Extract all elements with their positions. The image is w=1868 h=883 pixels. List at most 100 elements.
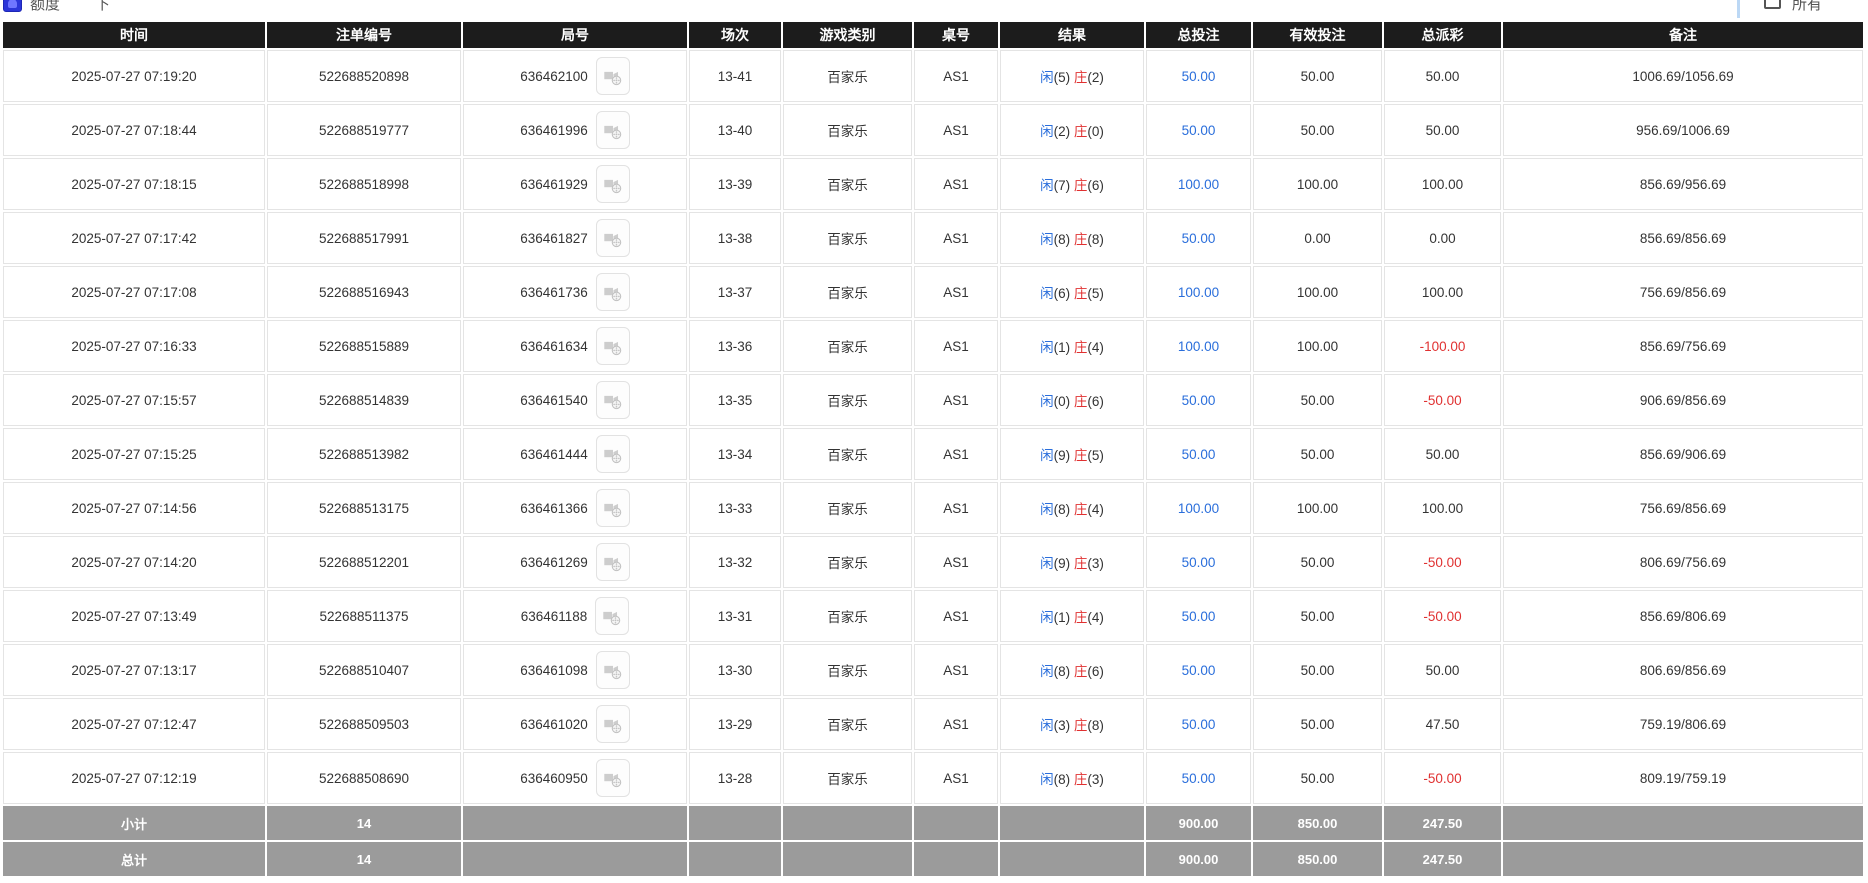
table-row: 2025-07-27 07:12:47 522688509503 6364610… <box>3 698 1863 750</box>
player-result-label: 闲 <box>1040 178 1054 193</box>
round-number: 636461634 <box>520 338 588 354</box>
cell-total-bet: 50.00 <box>1146 374 1251 426</box>
cell-valid-bet: 50.00 <box>1253 536 1382 588</box>
round-number: 636461366 <box>520 500 588 516</box>
cell-game-type: 百家乐 <box>783 428 912 480</box>
table-row: 2025-07-27 07:17:08 522688516943 6364617… <box>3 266 1863 318</box>
video-replay-button[interactable] <box>595 219 630 257</box>
video-replay-button[interactable] <box>595 705 630 743</box>
cell-session: 13-39 <box>689 158 781 210</box>
cell-valid-bet: 50.00 <box>1253 698 1382 750</box>
cell-table-no: AS1 <box>914 536 998 588</box>
cell-total-bet: 50.00 <box>1146 752 1251 804</box>
total-bet-link[interactable]: 50.00 <box>1181 716 1216 732</box>
banker-result-score: (6) <box>1087 394 1104 409</box>
banker-result-label: 庄 <box>1073 772 1088 787</box>
cell-result: 闲(8) 庄(8) <box>1000 212 1144 264</box>
round-number: 636461444 <box>520 446 588 462</box>
player-result-score: (1) <box>1053 340 1074 355</box>
user-icon[interactable] <box>3 0 22 12</box>
cell-session: 13-41 <box>689 50 781 102</box>
table-row: 2025-07-27 07:18:15 522688518998 6364619… <box>3 158 1863 210</box>
cell-session: 13-30 <box>689 644 781 696</box>
cell-payout: 50.00 <box>1384 428 1501 480</box>
cell-total-bet: 100.00 <box>1146 320 1251 372</box>
banker-result-score: (8) <box>1087 718 1104 733</box>
round-number: 636461996 <box>520 122 588 138</box>
video-replay-button[interactable] <box>595 381 630 419</box>
cell-bet-id: 522688513982 <box>267 428 461 480</box>
round-number: 636461827 <box>520 230 588 246</box>
cell-round: 636461444 <box>463 428 687 480</box>
cell-payout: 50.00 <box>1384 50 1501 102</box>
total-bet-link[interactable]: 100.00 <box>1177 176 1220 192</box>
cell-payout: 0.00 <box>1384 212 1501 264</box>
video-replay-button[interactable] <box>595 435 630 473</box>
video-replay-button[interactable] <box>595 759 630 797</box>
cell-total-bet: 50.00 <box>1146 50 1251 102</box>
total-bet-link[interactable]: 50.00 <box>1181 554 1216 570</box>
checkbox-icon[interactable] <box>1764 0 1781 9</box>
player-result-score: (0) <box>1053 394 1074 409</box>
total-bet-link[interactable]: 100.00 <box>1177 338 1220 354</box>
cell-result: 闲(9) 庄(3) <box>1000 536 1144 588</box>
cell-game-type: 百家乐 <box>783 104 912 156</box>
cell-table-no: AS1 <box>914 752 998 804</box>
video-replay-button[interactable] <box>595 543 630 581</box>
cell-payout: -50.00 <box>1384 536 1501 588</box>
cell-round: 636461996 <box>463 104 687 156</box>
column-header: 结果 <box>1000 22 1144 48</box>
player-result-label: 闲 <box>1040 664 1054 679</box>
cell-table-no: AS1 <box>914 212 998 264</box>
cell-time: 2025-07-27 07:17:08 <box>3 266 265 318</box>
total-bet-link[interactable]: 50.00 <box>1181 608 1216 624</box>
total-bet-link[interactable]: 50.00 <box>1181 68 1216 84</box>
banker-result-score: (5) <box>1087 448 1104 463</box>
video-replay-button[interactable] <box>595 597 630 635</box>
total-bet-link[interactable]: 50.00 <box>1181 662 1216 678</box>
cell-table-no: AS1 <box>914 158 998 210</box>
video-replay-icon <box>604 719 622 734</box>
cell-time: 2025-07-27 07:17:42 <box>3 212 265 264</box>
banker-result-label: 庄 <box>1073 610 1088 625</box>
banker-result-label: 庄 <box>1073 286 1088 301</box>
cell-valid-bet: 50.00 <box>1253 590 1382 642</box>
column-header: 场次 <box>689 22 781 48</box>
cell-game-type: 百家乐 <box>783 50 912 102</box>
video-replay-button[interactable] <box>595 111 630 149</box>
total-total-bet: 900.00 <box>1146 842 1251 876</box>
video-replay-button[interactable] <box>595 651 630 689</box>
cell-bet-id: 522688512201 <box>267 536 461 588</box>
total-bet-link[interactable]: 50.00 <box>1181 230 1216 246</box>
video-replay-button[interactable] <box>595 489 630 527</box>
total-label: 总计 <box>3 842 265 876</box>
column-header: 桌号 <box>914 22 998 48</box>
cell-result: 闲(1) 庄(4) <box>1000 590 1144 642</box>
player-result-score: (8) <box>1053 772 1074 787</box>
bet-records-table: 时间 注单编号 局号 场次 游戏类别 桌号 结果 总投注 有效投注 总派彩 备注 2025-07-2… <box>1 20 1865 878</box>
total-bet-link[interactable]: 100.00 <box>1177 284 1220 300</box>
player-result-score: (8) <box>1053 664 1074 679</box>
video-replay-button[interactable] <box>595 327 630 365</box>
cell-round: 636461098 <box>463 644 687 696</box>
total-bet-link[interactable]: 50.00 <box>1181 392 1216 408</box>
cell-round: 636461020 <box>463 698 687 750</box>
cell-remark: 806.69/756.69 <box>1503 536 1863 588</box>
cell-round: 636462100 <box>463 50 687 102</box>
cell-bet-id: 522688511375 <box>267 590 461 642</box>
video-replay-button[interactable] <box>595 165 630 203</box>
cell-time: 2025-07-27 07:12:19 <box>3 752 265 804</box>
player-result-score: (7) <box>1053 178 1074 193</box>
cell-table-no: AS1 <box>914 590 998 642</box>
total-bet-link[interactable]: 100.00 <box>1177 500 1220 516</box>
video-replay-button[interactable] <box>595 273 630 311</box>
cell-payout: -50.00 <box>1384 374 1501 426</box>
total-bet-link[interactable]: 50.00 <box>1181 770 1216 786</box>
cell-round: 636461634 <box>463 320 687 372</box>
total-bet-link[interactable]: 50.00 <box>1181 122 1216 138</box>
video-replay-button[interactable] <box>595 57 630 95</box>
cell-time: 2025-07-27 07:12:47 <box>3 698 265 750</box>
cell-table-no: AS1 <box>914 374 998 426</box>
total-bet-link[interactable]: 50.00 <box>1181 446 1216 462</box>
cell-result: 闲(1) 庄(4) <box>1000 320 1144 372</box>
